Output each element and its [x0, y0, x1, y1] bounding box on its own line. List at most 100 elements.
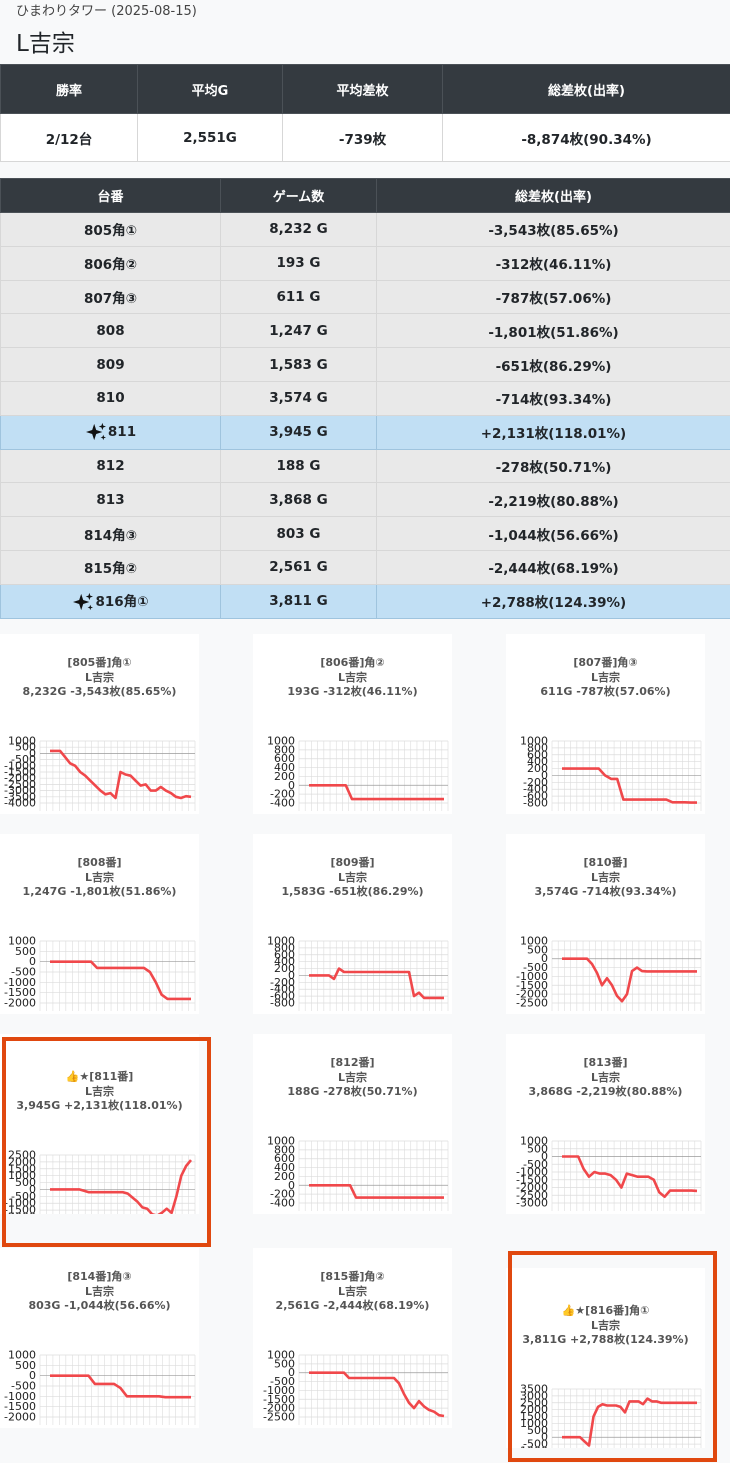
y-tick-label: -3000: [516, 1197, 548, 1210]
table-row: 807角③ 611 G -787枚(57.06%): [0, 279, 730, 315]
chart-title: 👍★[816番]角①: [506, 1304, 705, 1319]
y-tick-label: -500: [523, 1438, 548, 1448]
chart-subtitle: L吉宗: [337, 670, 367, 684]
y-tick-label: 800: [274, 1143, 295, 1156]
series-line: [562, 1397, 697, 1447]
chart-stats: 1,247G -1,801枚(51.86%): [22, 885, 177, 898]
y-tick-label: 400: [274, 1161, 295, 1174]
y-tick-label: 0: [29, 747, 36, 760]
y-tick-label: -500: [11, 1190, 36, 1203]
chart-title: [807番]角③: [506, 656, 705, 671]
summary-avg-diff: -739枚: [282, 113, 443, 162]
y-tick-label: 0: [541, 1150, 548, 1163]
table-row: 808 1,247 G -1,801枚(51.86%): [0, 313, 730, 349]
series-line: [562, 1155, 698, 1199]
chart-title-text: [805番]角①: [67, 656, 132, 669]
y-tick-label: -2500: [516, 997, 548, 1010]
y-tick-label: 200: [274, 770, 295, 783]
unit-diff: -651枚(86.29%): [376, 347, 730, 382]
unit-games: 8,232 G: [220, 212, 377, 247]
chart-title: [810番]: [506, 856, 705, 871]
unit-chart-card: [813番] L吉宗 3,868G -2,219枚(80.88%) 1000 500 0-…: [506, 1034, 705, 1214]
y-tick-label: -2000: [4, 772, 36, 785]
page-subtitle: ひまわりタワー (2025-08-15): [16, 4, 197, 19]
chart-subtitle: L吉宗: [590, 1318, 620, 1332]
unit-diff: -1,044枚(56.66%): [376, 516, 730, 551]
unit-games: 3,811 G: [220, 583, 377, 619]
chart-grid-lines: [298, 1140, 449, 1211]
chart-title-text: [809番]: [330, 856, 375, 869]
units-header-games: ゲーム数: [220, 178, 377, 213]
y-tick-label: 500: [527, 1424, 548, 1437]
y-tick-label: 1500: [8, 1162, 36, 1175]
summary-header-avg-games: 平均G: [137, 64, 283, 114]
series-line: [50, 1159, 193, 1214]
y-tick-label: 200: [274, 1170, 295, 1183]
unit-number: 814角③: [0, 516, 221, 551]
chart-stats: 3,811G +2,788枚(124.39%): [522, 1333, 689, 1346]
series-line: [562, 957, 697, 1003]
unit-diff: -3,543枚(85.65%): [376, 212, 730, 247]
y-tick-label: -2000: [4, 997, 36, 1010]
y-tick-label: 500: [15, 1359, 36, 1372]
highlight-frame: [508, 1251, 717, 1462]
unit-games: 803 G: [220, 516, 377, 551]
unit-number-label: 808: [96, 322, 125, 339]
table-row: 805角① 8,232 G -3,543枚(85.65%): [0, 212, 730, 247]
series-line: [309, 1184, 444, 1199]
y-tick-label: 400: [274, 761, 295, 774]
y-tick-label: -2000: [516, 988, 548, 1001]
unit-chart-card: [805番]角① L吉宗 8,232G -3,543枚(85.65%) 1000 500…: [0, 634, 199, 814]
chart-stats: 8,232G -3,543枚(85.65%): [22, 685, 177, 698]
unit-number-label: 813: [96, 491, 125, 508]
unit-number: 815角②: [0, 549, 221, 585]
y-tick-label: -1500: [263, 1393, 295, 1406]
summary-avg-games: 2,551G: [137, 113, 283, 162]
chart-title-text: [812番]: [330, 1056, 375, 1069]
sparkles-icon: [72, 593, 95, 611]
sparkles-icon: [85, 423, 108, 441]
thumbs-up-icon: 👍★: [561, 1304, 586, 1317]
y-tick-label: -2500: [516, 1189, 548, 1202]
chart-stats: 3,945G +2,131枚(118.01%): [16, 1099, 183, 1112]
table-row: 812 188 G -278枚(50.71%): [0, 448, 730, 484]
chart-stats: 803G -1,044枚(56.66%): [28, 1299, 171, 1312]
unit-number-label: 807角③: [83, 290, 138, 307]
y-tick-label: 2000: [520, 1403, 548, 1416]
unit-number-label: 805角①: [83, 223, 138, 240]
chart-stats: 611G -787枚(57.06%): [540, 685, 671, 698]
series-line: [50, 960, 191, 1001]
unit-number: 809: [0, 347, 221, 382]
y-tick-label: 1000: [520, 935, 548, 948]
chart-stats: 188G -278枚(50.71%): [287, 1085, 418, 1098]
series-line: [50, 749, 192, 800]
y-tick-label: -1500: [4, 986, 36, 999]
chart-grid-lines: [551, 940, 702, 1011]
chart-title-text: [806番]角②: [320, 656, 385, 669]
y-tick-label: 2500: [8, 1149, 36, 1162]
y-tick-label: 500: [274, 1357, 295, 1370]
chart-grid-lines: [298, 740, 449, 811]
summary-header-total-diff: 総差枚(出率): [442, 64, 730, 114]
y-tick-label: -600: [523, 790, 548, 803]
y-tick-label: -800: [523, 797, 548, 810]
y-tick-label: -200: [270, 976, 295, 989]
units-table: 台番 ゲーム数 総差枚(出率) 805角① 8,232 G -3,543枚(85.6…: [0, 178, 730, 619]
y-tick-label: -500: [270, 1375, 295, 1388]
y-tick-label: -400: [523, 783, 548, 796]
chart-subtitle: L吉宗: [337, 1070, 367, 1084]
y-tick-label: 1000: [8, 935, 36, 948]
y-tick-label: -1000: [4, 1197, 36, 1210]
y-tick-label: -2000: [263, 1402, 295, 1415]
chart-title-text: [813番]: [583, 1056, 628, 1069]
unit-number: 816角①: [0, 583, 221, 619]
chart-grid-lines: [39, 1354, 196, 1425]
table-row: 815角② 2,561 G -2,444枚(68.19%): [0, 549, 730, 585]
y-tick-label: 1000: [8, 1169, 36, 1182]
y-tick-label: -400: [270, 797, 295, 810]
summary-header-avg-diff: 平均差枚: [282, 64, 443, 114]
